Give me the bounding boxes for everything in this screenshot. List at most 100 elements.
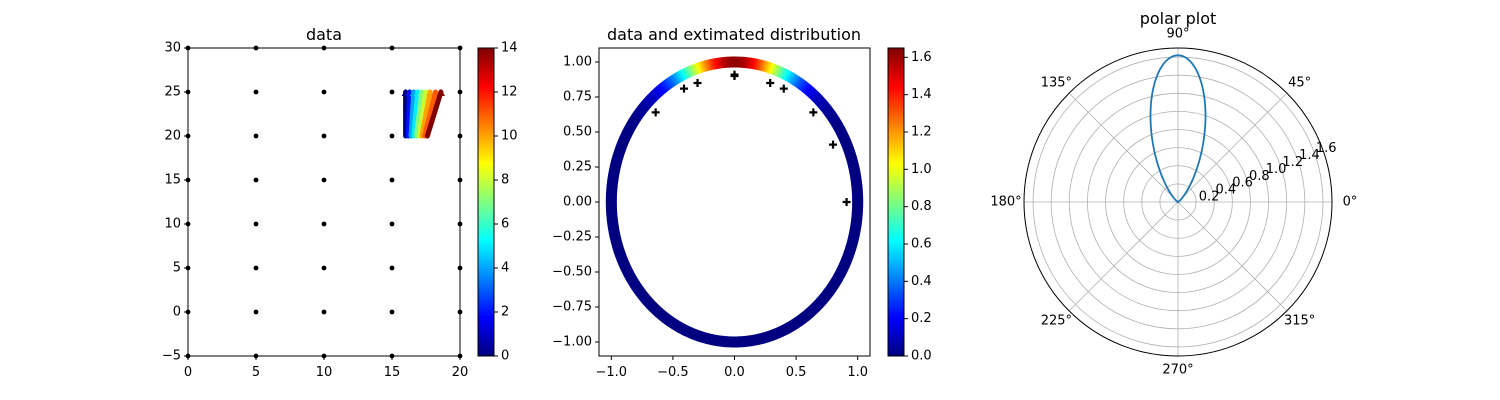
y-tick-label: 20 xyxy=(164,129,181,144)
x-tick-label: 20 xyxy=(452,365,469,380)
y-tick-label: 10 xyxy=(164,217,181,232)
series-line xyxy=(1149,54,1207,203)
arrow-field xyxy=(401,89,445,139)
data-point xyxy=(321,265,327,271)
colorbar-tick-label: 14 xyxy=(501,41,518,56)
angle-tick-label: 225° xyxy=(1041,313,1072,328)
data-point xyxy=(321,89,327,95)
x-tick-label: 0 xyxy=(184,365,192,380)
colorbar-tick-label: 0.4 xyxy=(911,274,932,289)
x-tick-label: 1.0 xyxy=(847,365,868,380)
arrow-shaft xyxy=(419,89,433,139)
angle-tick-label: 0° xyxy=(1343,195,1358,210)
arrow-shaft xyxy=(424,89,444,139)
y-tick-label: 5 xyxy=(173,261,181,276)
radial-tick-label: 1.2 xyxy=(1282,155,1303,170)
radial-tick-label: 0.6 xyxy=(1232,176,1253,191)
data-point xyxy=(842,198,851,206)
data-points xyxy=(185,45,463,359)
data-point xyxy=(253,89,259,95)
data-point xyxy=(829,140,838,149)
colorbar-tick-label: 2 xyxy=(501,305,509,320)
polar-frame xyxy=(1023,47,1333,357)
colorbar-tick-label: 6 xyxy=(501,217,509,232)
data-point xyxy=(651,108,660,117)
y-tick-label: 0.75 xyxy=(563,90,592,105)
angle-tick-label: 135° xyxy=(1041,76,1072,91)
y-tick-label: 15 xyxy=(164,173,181,188)
angle-tick-label: 90° xyxy=(1166,27,1189,42)
data-point xyxy=(809,108,818,117)
arrow-shaft xyxy=(422,89,439,139)
y-tick-label: 1.00 xyxy=(563,55,592,70)
x-tick-label: 5 xyxy=(252,365,260,380)
data-point xyxy=(321,177,327,183)
colorbar-tick-label: 0.0 xyxy=(911,349,932,364)
data-point xyxy=(321,221,327,227)
data-point xyxy=(766,79,775,87)
x-tick-label: 0.0 xyxy=(724,365,745,380)
colorbar-tick-label: 1.2 xyxy=(911,125,932,140)
colorbar-tick-label: 0.6 xyxy=(911,237,932,252)
arrow-shaft xyxy=(411,89,421,139)
colorbar-frame xyxy=(887,47,905,357)
data-point xyxy=(693,79,702,87)
data-point xyxy=(253,177,259,183)
data-point xyxy=(730,70,739,79)
y-tick-label: −0.75 xyxy=(552,300,592,315)
colorbar-tick-label: 8 xyxy=(501,173,509,188)
estimated-distribution-ring xyxy=(605,56,864,348)
colorbar-tick-label: 0.2 xyxy=(911,311,932,326)
data-point xyxy=(389,309,395,315)
colorbar-ticks: 0.0 0.2 0.4 0.6 0.8 1.0 1.2 1.4 1.6 xyxy=(904,50,932,364)
arrow-shaft xyxy=(413,89,425,139)
colorbar-tick-label: 10 xyxy=(501,129,518,144)
data-point xyxy=(253,265,259,271)
colorbar: 0 2 4 6 8 10 12 14 xyxy=(477,41,518,364)
arrow-head xyxy=(431,89,440,96)
x-tick-label: 0.5 xyxy=(786,365,807,380)
polar-curve xyxy=(1149,54,1207,203)
colorbar-gradient xyxy=(478,48,494,356)
angle-tick-label: 180° xyxy=(990,195,1021,210)
data-point xyxy=(389,89,395,95)
radial-tick-labels: 0.20.40.60.81.01.21.41.6 xyxy=(1199,141,1337,205)
radial-tick-label: 1.0 xyxy=(1266,162,1287,177)
angular-gridline xyxy=(1068,92,1179,203)
y-axis: −1.00 −0.75 −0.50 −0.25 0.00 0.25 0.50 0.75 1.00 xyxy=(552,55,599,350)
data-point xyxy=(389,221,395,227)
angle-tick-label: 315° xyxy=(1284,313,1315,328)
panel-title: polar plot xyxy=(1140,9,1217,28)
radial-tick-label: 1.4 xyxy=(1299,148,1320,163)
y-tick-label: −0.25 xyxy=(552,230,592,245)
x-tick-label: −1.0 xyxy=(596,365,628,380)
panel-title: data and extimated distribution xyxy=(607,25,861,44)
colorbar-ticks: 0 2 4 6 8 10 12 14 xyxy=(494,41,518,364)
angle-tick-label: 45° xyxy=(1288,76,1311,91)
y-tick-label: −1.00 xyxy=(552,335,592,350)
y-tick-label: 30 xyxy=(164,41,181,56)
y-tick-label: 25 xyxy=(164,85,181,100)
x-tick-label: 10 xyxy=(316,365,333,380)
colorbar-tick-label: 1.4 xyxy=(911,87,932,102)
colorbar-tick-label: 4 xyxy=(501,261,509,276)
colorbar-gradient xyxy=(888,48,904,356)
data-point xyxy=(679,84,688,93)
colorbar-tick-label: 1.6 xyxy=(911,50,932,65)
y-tick-label: 0.00 xyxy=(563,195,592,210)
angular-gridline xyxy=(1068,201,1179,312)
panel-polar: polar plot 0.20.40.60.81.01.21.41.6 0° 45… xyxy=(990,9,1357,378)
arrow-shaft xyxy=(405,89,413,139)
data-point xyxy=(389,177,395,183)
data-point xyxy=(253,221,259,227)
y-tick-label: −5 xyxy=(162,349,181,364)
data-point xyxy=(253,309,259,315)
radial-tick-label: 1.6 xyxy=(1316,141,1337,156)
arrow-head xyxy=(426,89,435,96)
arrow-shaft xyxy=(416,89,429,139)
y-tick-label: 0 xyxy=(173,305,181,320)
colorbar-frame xyxy=(477,47,495,357)
data-point xyxy=(779,84,788,93)
